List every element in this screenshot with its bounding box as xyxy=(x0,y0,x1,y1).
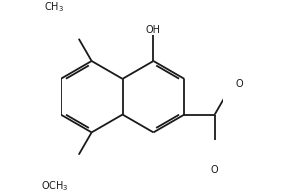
Text: OH: OH xyxy=(146,25,161,35)
Text: O: O xyxy=(236,79,243,89)
Text: OCH$_3$: OCH$_3$ xyxy=(41,179,68,193)
Text: O: O xyxy=(211,165,218,175)
Text: CH$_3$: CH$_3$ xyxy=(44,1,64,14)
